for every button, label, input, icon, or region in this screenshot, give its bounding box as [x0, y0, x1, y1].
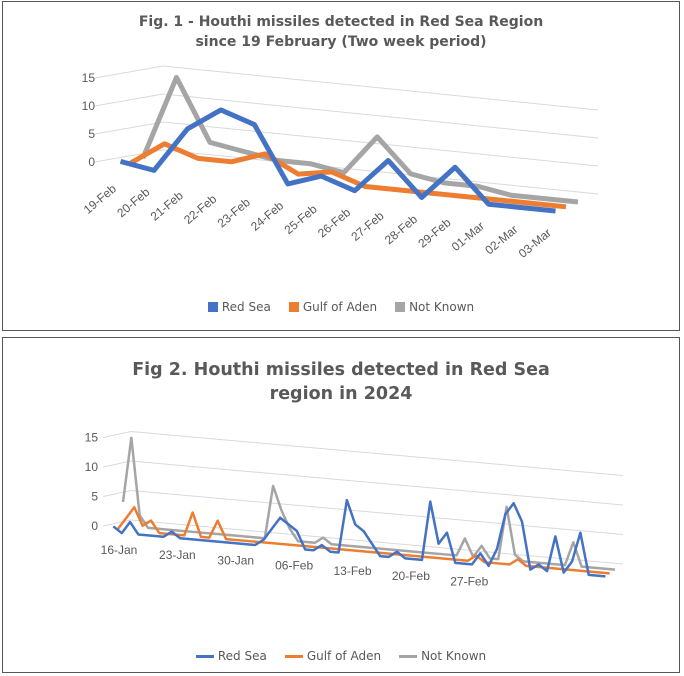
x-tick-label: 27-Feb	[450, 574, 488, 588]
gridline	[94, 93, 164, 107]
legend-label-gulf-of-aden: Gulf of Aden	[302, 300, 378, 314]
gridline	[162, 93, 599, 139]
gridlines	[94, 65, 599, 195]
legend-item-red-sea: Red Sea	[207, 300, 271, 314]
legend-swatch-not-known	[399, 654, 418, 658]
gridline	[130, 460, 624, 506]
y-tick-label: 15	[85, 431, 99, 445]
chart-1-plot: 0 5 10 15 19-Feb20-Feb21-Feb22-Feb23-Feb24-F…	[81, 65, 599, 261]
y-tick-label: 0	[88, 155, 95, 169]
x-tick-label: 28-Feb	[382, 212, 420, 247]
x-tick-label: 23-Jan	[159, 548, 196, 562]
x-tick-label: 19-Feb	[81, 181, 119, 216]
y-tick-label: 10	[82, 99, 96, 113]
series-line-red-sea	[112, 498, 606, 578]
legend-swatch-red-sea	[195, 654, 214, 658]
x-tick-label: 02-Mar	[482, 222, 520, 257]
chart-2-legend: Red Sea Gulf of Aden Not Known	[3, 649, 679, 663]
chart-1-legend: Red Sea Gulf of Aden Not Known	[3, 300, 679, 314]
gridline	[94, 65, 164, 79]
legend-item-gulf-of-aden: Gulf of Aden	[288, 300, 378, 314]
legend-label-red-sea: Red Sea	[217, 649, 267, 663]
gridline	[102, 460, 132, 468]
gridline	[102, 519, 132, 527]
x-tick-label: 27-Feb	[348, 208, 386, 243]
legend-label-not-known: Not Known	[409, 300, 475, 314]
x-tick-label: 13-Feb	[333, 564, 371, 578]
x-tick-label: 16-Jan	[101, 543, 138, 557]
x-tick-label: 25-Feb	[282, 202, 320, 237]
legend-swatch-red-sea	[207, 302, 218, 312]
x-tick-label: 01-Mar	[449, 219, 487, 254]
x-tick-label: 26-Feb	[315, 205, 353, 240]
legend-label-not-known: Not Known	[421, 649, 487, 663]
chart-1-title: Fig. 1 - Houthi missiles detected in Red…	[138, 14, 544, 50]
chart-2-title: Fig 2. Houthi missiles detected in Red S…	[132, 360, 550, 404]
x-tick-label: 30-Jan	[217, 553, 254, 567]
chart-panel-2: Fig 2. Houthi missiles detected in Red S…	[2, 337, 680, 673]
gridline	[162, 65, 599, 111]
gridline	[130, 431, 624, 476]
x-tick-label: 23-Feb	[215, 195, 253, 230]
legend-item-gulf-of-aden: Gulf of Aden	[284, 649, 382, 663]
gridline	[162, 149, 599, 195]
series-line-red-sea	[119, 107, 556, 214]
y-tick-label: 0	[91, 519, 98, 533]
gridlines	[102, 431, 624, 565]
y-tick-label: 15	[82, 71, 96, 85]
series-line-not-known	[140, 74, 579, 205]
legend-item-not-known: Not Known	[399, 649, 486, 663]
chart-2-plot: 0 5 10 15 16-Jan 23-Jan 30-Jan 06-Feb 13-Feb 20-F…	[85, 431, 624, 588]
series-line-not-known	[121, 436, 616, 571]
x-tick-label: 22-Feb	[181, 192, 219, 227]
gridline	[94, 121, 164, 135]
chart-panel-1: Fig. 1 - Houthi missiles detected in Red…	[2, 1, 680, 331]
legend-swatch-gulf-of-aden	[288, 302, 299, 312]
legend-label-red-sea: Red Sea	[221, 300, 271, 314]
gridline	[130, 490, 624, 535]
legend-item-red-sea: Red Sea	[195, 649, 267, 663]
gridline	[102, 431, 132, 438]
y-tick-label: 10	[85, 460, 99, 474]
x-tick-label: 20-Feb	[392, 569, 430, 583]
x-tick-label: 03-Mar	[516, 226, 554, 261]
series-line-gulf-of-aden	[129, 141, 567, 210]
x-tick-label: 06-Feb	[275, 559, 313, 573]
gridline	[102, 490, 132, 497]
series-line-gulf-of-aden	[116, 506, 610, 575]
x-tick-label: 24-Feb	[248, 198, 286, 233]
legend-item-not-known: Not Known	[395, 300, 474, 314]
legend-label-gulf-of-aden: Gulf of Aden	[306, 649, 382, 663]
legend-swatch-gulf-of-aden	[284, 654, 303, 658]
x-tick-label: 21-Feb	[148, 188, 186, 223]
x-tick-label: 29-Feb	[415, 215, 453, 250]
y-tick-label: 5	[88, 127, 95, 141]
x-tick-label: 20-Feb	[114, 185, 152, 220]
y-tick-label: 5	[91, 490, 98, 504]
legend-swatch-not-known	[395, 302, 406, 312]
